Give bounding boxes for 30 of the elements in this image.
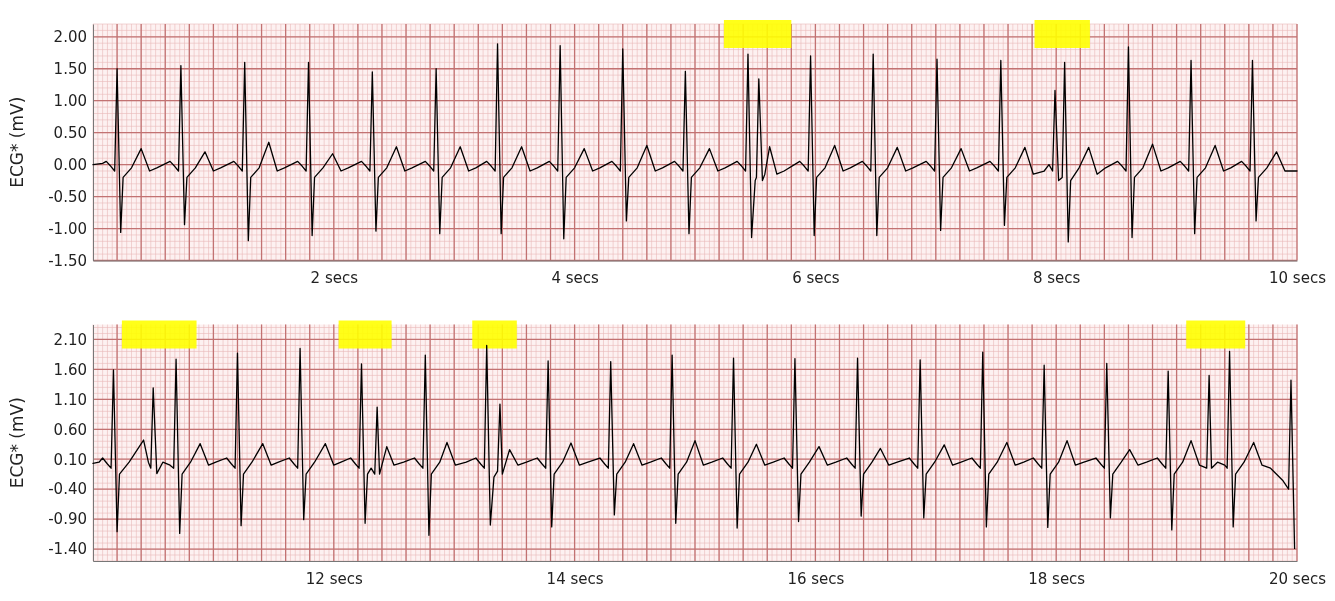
x-tick-label: 4 secs <box>551 269 599 288</box>
y-tick-label: -1.50 <box>48 251 87 270</box>
y-axis-title: ECG* (mV) <box>7 397 27 489</box>
x-tick-label: 16 secs <box>787 569 845 588</box>
y-tick-label: 1.60 <box>53 360 87 379</box>
x-tick-label: 6 secs <box>792 269 840 288</box>
y-tick-label: 2.00 <box>53 28 87 47</box>
x-tick-label: 8 secs <box>1032 269 1081 288</box>
x-tick-label: 14 secs <box>546 569 604 588</box>
y-tick-label: 1.50 <box>53 60 87 79</box>
y-tick-label: 2.10 <box>53 330 87 349</box>
y-tick-label: -1.00 <box>48 219 87 238</box>
line-series <box>92 43 1298 243</box>
y-tick-label: -0.90 <box>48 510 87 529</box>
x-tick-label: 2 secs <box>310 269 359 288</box>
y-tick-label: 0.50 <box>53 123 87 142</box>
y-axis-title: ECG* (mV) <box>7 96 27 188</box>
y-tick-label: 0.60 <box>53 420 87 439</box>
y-tick-label: 0.00 <box>53 155 87 174</box>
x-tick-label: 12 secs <box>305 569 363 588</box>
y-tick-label: -0.40 <box>48 480 87 499</box>
y-tick-label: 0.10 <box>53 450 87 469</box>
x-tick-label: 18 secs <box>1028 569 1086 588</box>
line-series <box>92 344 1296 550</box>
y-tick-label: 1.10 <box>53 390 87 409</box>
x-tick-label: 10 secs <box>1269 269 1327 288</box>
y-tick-label: -1.40 <box>48 540 87 559</box>
y-tick-label: 1.00 <box>53 92 87 110</box>
x-tick-label: 20 secs <box>1269 569 1327 588</box>
y-tick-label: -0.50 <box>48 187 87 206</box>
